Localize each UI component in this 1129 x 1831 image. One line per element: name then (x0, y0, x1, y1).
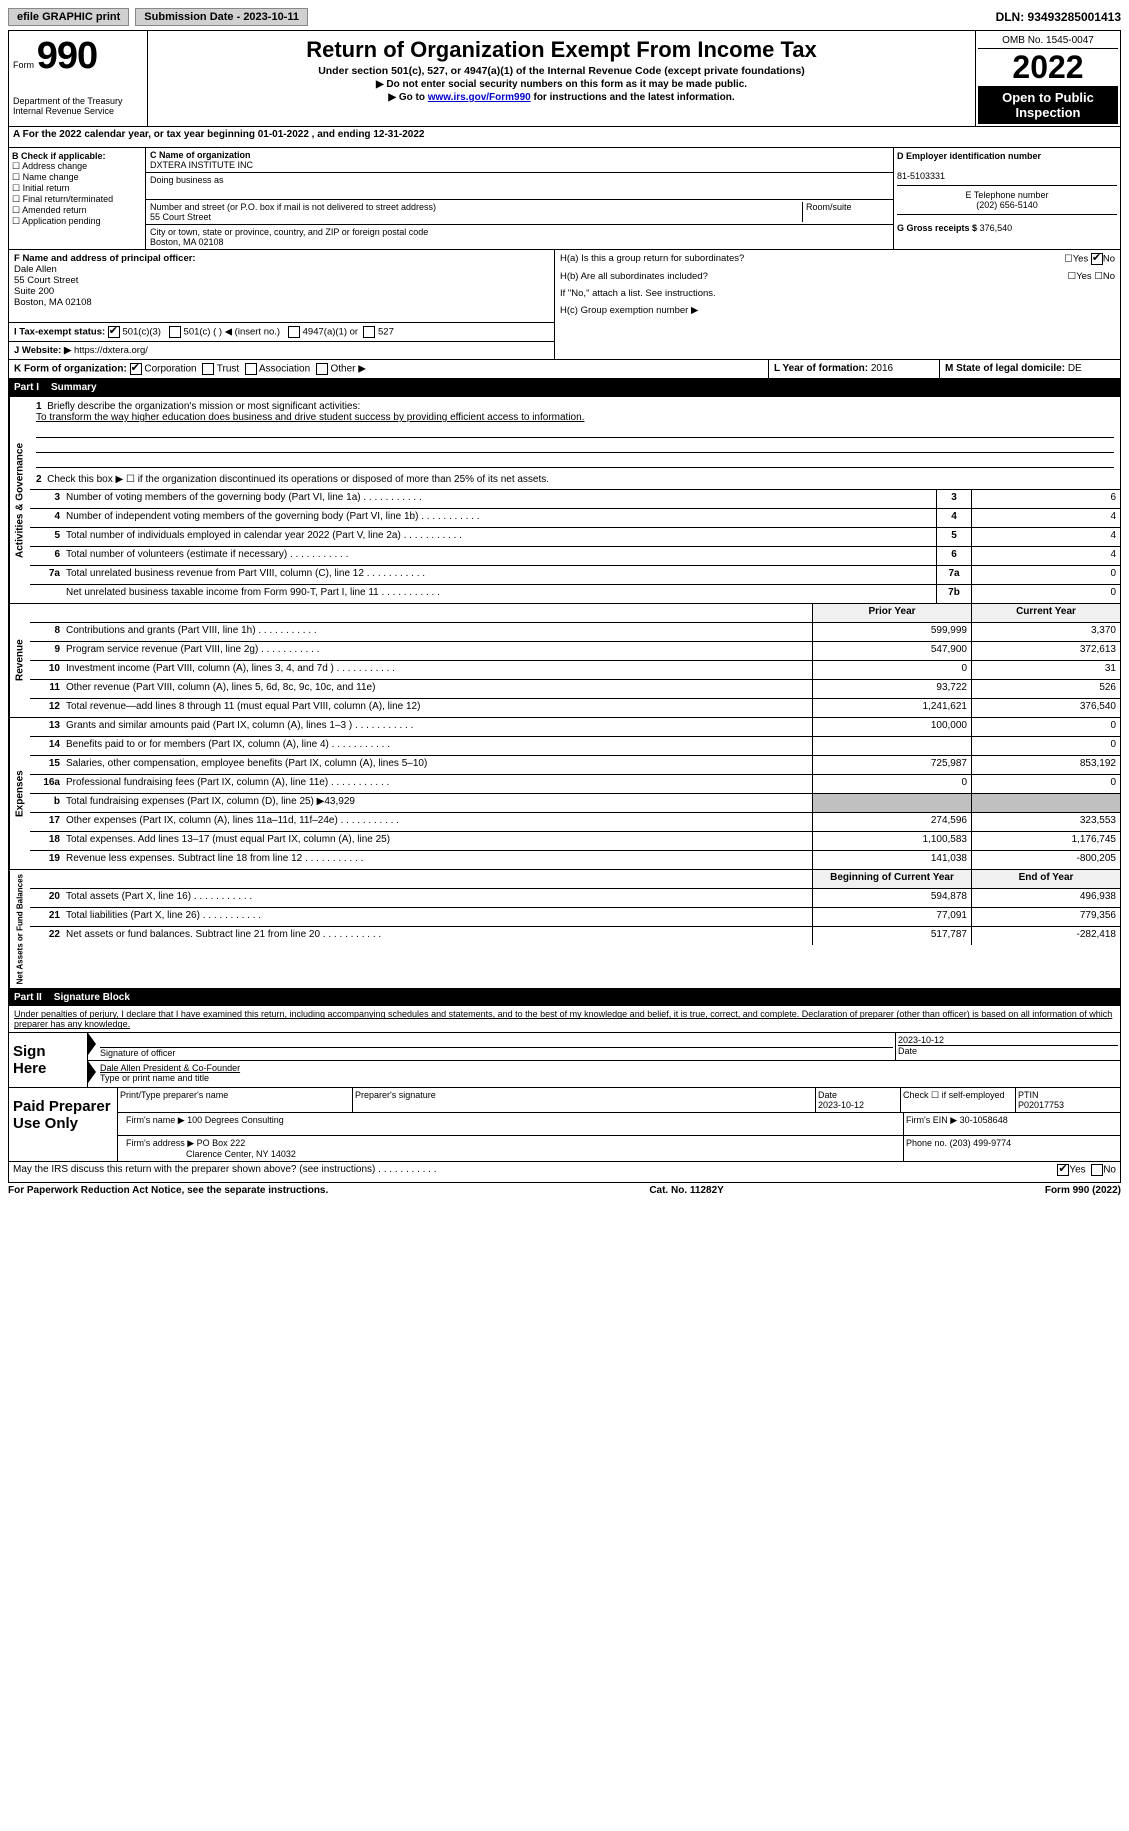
efile-button[interactable]: efile GRAPHIC print (8, 8, 129, 26)
penalties-text: Under penalties of perjury, I declare th… (8, 1006, 1121, 1033)
ptin: P02017753 (1018, 1100, 1064, 1110)
form-title: Return of Organization Exempt From Incom… (152, 37, 971, 63)
group-return-no[interactable] (1091, 253, 1103, 265)
note-link: ▶ Go to www.irs.gov/Form990 for instruct… (152, 92, 971, 103)
corporation-checkbox[interactable] (130, 363, 142, 375)
note-ssn: ▶ Do not enter social security numbers o… (152, 79, 971, 90)
sign-date: 2023-10-12 (898, 1035, 1118, 1045)
col-d: D Employer identification number 81-5103… (894, 148, 1120, 249)
dept-label: Department of the Treasury (13, 96, 143, 106)
discuss-yes[interactable] (1057, 1164, 1069, 1176)
mission-text: To transform the way higher education do… (36, 412, 584, 423)
part2-header: Part II Signature Block (8, 989, 1121, 1006)
vtab-expenses: Expenses (9, 718, 30, 869)
inspection-box: Open to Public Inspection (978, 86, 1118, 124)
gross-receipts: 376,540 (980, 223, 1013, 233)
officer-title: Dale Allen President & Co-Founder (100, 1063, 1118, 1073)
summary-revenue: Revenue Prior YearCurrent Year 8Contribu… (8, 604, 1121, 718)
vtab-governance: Activities & Governance (9, 397, 30, 603)
officer-name: Dale Allen (14, 264, 57, 275)
city-state-zip: Boston, MA 02108 (150, 237, 224, 247)
preparer-phone: (203) 499-9774 (950, 1138, 1012, 1148)
form-subtitle: Under section 501(c), 527, or 4947(a)(1)… (152, 65, 971, 77)
dln-label: DLN: 93493285001413 (996, 10, 1121, 24)
form-prefix: Form (13, 60, 34, 70)
year-formation: 2016 (871, 363, 893, 374)
firm-ein: 30-1058648 (960, 1115, 1008, 1125)
col-c: C Name of organization DXTERA INSTITUTE … (146, 148, 894, 249)
phone: (202) 656-5140 (976, 200, 1038, 210)
footer: For Paperwork Reduction Act Notice, see … (8, 1185, 1121, 1196)
vtab-revenue: Revenue (9, 604, 30, 717)
paid-preparer-block: Paid Preparer Use Only Print/Type prepar… (8, 1088, 1121, 1162)
summary-expenses: Expenses 13Grants and similar amounts pa… (8, 718, 1121, 870)
state-domicile: DE (1068, 363, 1082, 374)
section-bcd: B Check if applicable: ☐ Address change … (8, 148, 1121, 250)
irs-label: Internal Revenue Service (13, 106, 143, 116)
firm-name: 100 Degrees Consulting (187, 1115, 284, 1125)
sign-here-block: Sign Here Signature of officer 2023-10-1… (8, 1033, 1121, 1088)
vtab-netassets: Net Assets or Fund Balances (9, 870, 30, 988)
summary-governance: Activities & Governance 1 Briefly descri… (8, 396, 1121, 604)
tax-year: 2022 (978, 49, 1118, 86)
discuss-line: May the IRS discuss this return with the… (8, 1162, 1121, 1183)
website-url: https://dxtera.org/ (74, 345, 148, 356)
part1-header: Part I Summary (8, 379, 1121, 396)
col-b: B Check if applicable: ☐ Address change … (9, 148, 146, 249)
section-fh: F Name and address of principal officer:… (8, 250, 1121, 360)
omb-number: OMB No. 1545-0047 (978, 33, 1118, 49)
form-number: 990 (37, 35, 97, 77)
ein: 81-5103331 (897, 171, 945, 181)
triangle-icon (88, 1033, 96, 1055)
section-klm: K Form of organization: Corporation Trus… (8, 360, 1121, 379)
form-header: Form 990 Department of the Treasury Inte… (8, 30, 1121, 127)
submission-date: Submission Date - 2023-10-11 (135, 8, 308, 26)
top-bar: efile GRAPHIC print Submission Date - 20… (8, 8, 1121, 26)
triangle-icon (88, 1061, 96, 1083)
line-a: A For the 2022 calendar year, or tax yea… (8, 127, 1121, 148)
org-name: DXTERA INSTITUTE INC (150, 160, 253, 170)
irs-link[interactable]: www.irs.gov/Form990 (428, 92, 531, 103)
street-address: 55 Court Street (150, 212, 211, 222)
summary-netassets: Net Assets or Fund Balances Beginning of… (8, 870, 1121, 989)
501c3-checkbox[interactable] (108, 326, 120, 338)
